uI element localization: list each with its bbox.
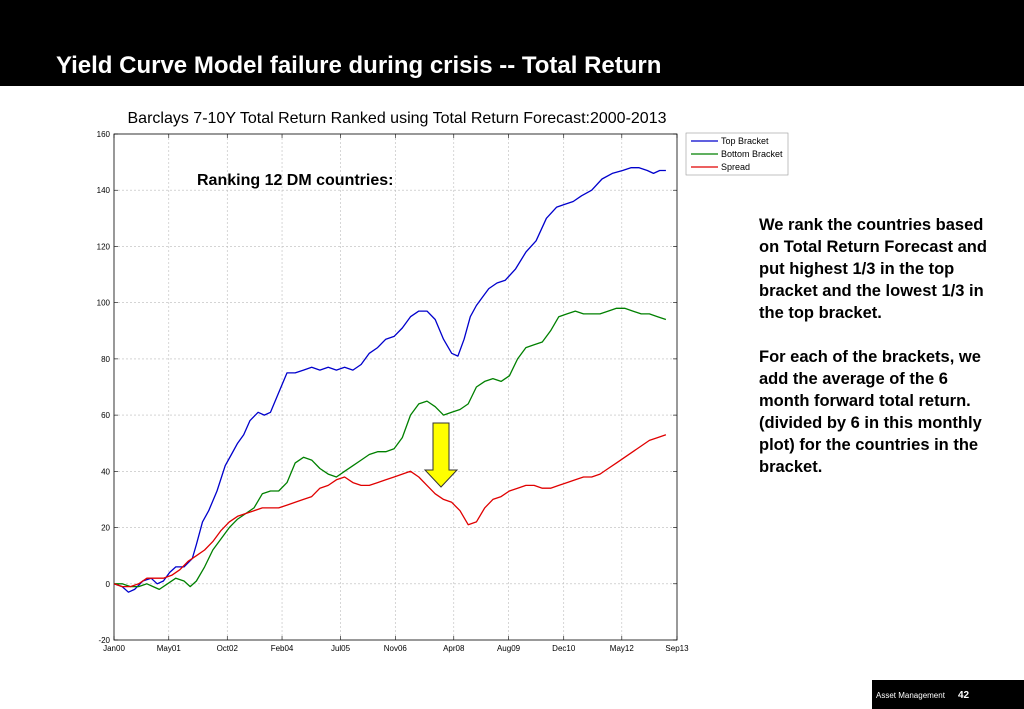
y-tick-label: 140 [97,186,111,195]
x-tick-label: Sep13 [665,644,689,653]
side-note: We rank the countries based on Total Ret… [759,214,995,500]
down-arrow-icon [423,422,459,488]
y-tick-label: 40 [101,467,110,476]
x-tick-label: May01 [157,644,182,653]
footer-bar [872,680,1024,709]
y-tick-label: 160 [97,130,111,139]
x-tick-label: May12 [610,644,635,653]
slide-title: Yield Curve Model failure during crisis … [56,52,662,79]
y-tick-label: 20 [101,524,110,533]
y-tick-label: 120 [97,242,111,251]
page-number: 42 [958,690,970,701]
legend-label-top-bracket: Top Bracket [721,136,769,146]
x-tick-label: Aug09 [497,644,521,653]
x-tick-label: Nov06 [384,644,408,653]
y-tick-label: -20 [98,636,110,645]
y-tick-label: 0 [106,580,111,589]
legend-label-spread: Spread [721,162,750,172]
x-tick-label: Apr08 [443,644,465,653]
x-tick-label: Jul05 [331,644,351,653]
header-bar: Yield Curve Model failure during crisis … [0,0,1024,86]
chart-title: Barclays 7-10Y Total Return Ranked using… [127,110,667,127]
series-line-bottom-bracket [114,307,667,591]
y-tick-label: 100 [97,299,111,308]
y-tick-label: 80 [101,355,110,364]
footer-company: Asset Management [876,691,945,700]
legend-label-bottom-bracket: Bottom Bracket [721,149,783,159]
x-tick-label: Feb04 [271,644,294,653]
x-tick-label: Oct02 [217,644,239,653]
series-line-top-bracket [113,167,666,593]
legend: Top Bracket Bottom Bracket Spread [685,132,789,176]
x-tick-label: Dec10 [552,644,576,653]
x-tick-label: Jan00 [103,644,125,653]
side-note-paragraph-2: For each of the brackets, we add the ave… [759,348,982,476]
ranking-annotation: Ranking 12 DM countries: [197,172,394,189]
series-line-spread [113,434,667,588]
grid-lines [114,134,677,640]
axis-ticks: -20 0 20 40 60 80 100 120 140 160 Jan00 May01 Oct02 F… [97,130,689,653]
series-lines [113,167,667,593]
y-tick-label: 60 [101,411,110,420]
side-note-paragraph-1: We rank the countries based on Total Ret… [759,216,987,322]
